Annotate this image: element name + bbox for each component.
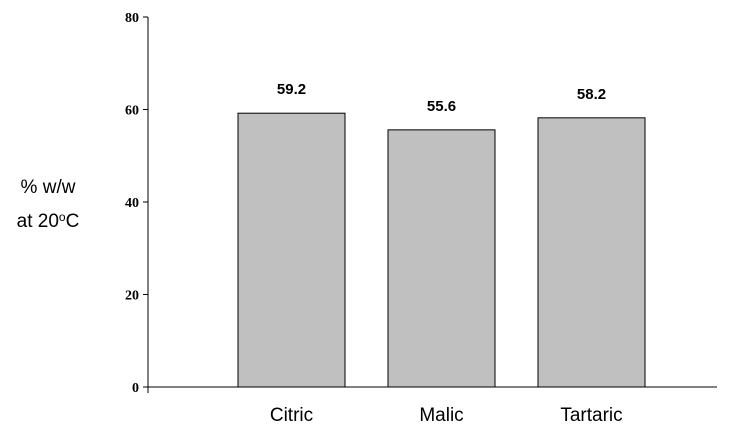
- y-tick-label: 0: [132, 381, 139, 396]
- data-label-citric: 59.2: [277, 81, 306, 98]
- y-axis-label-prefix: at 20: [16, 211, 59, 232]
- x-tick-label-citric: Citric: [270, 405, 313, 426]
- y-tick-label: 80: [125, 11, 139, 26]
- y-axis-label-line2: at 20oC: [0, 210, 96, 233]
- y-tick-label: 40: [125, 196, 139, 211]
- x-tick-label-malic: Malic: [419, 405, 463, 426]
- data-labels: 59.2 55.6 58.2: [277, 81, 606, 115]
- bars: [237, 112, 646, 388]
- y-axis-label-unit: C: [65, 211, 80, 232]
- data-label-tartaric: 58.2: [577, 86, 606, 103]
- y-tick-label: 20: [125, 289, 139, 304]
- bar-tartaric: [537, 117, 646, 388]
- y-tick-label: 60: [125, 104, 139, 119]
- x-tick-label-tartaric: Tartaric: [560, 405, 622, 426]
- x-axis-categories: Citric Malic Tartaric: [270, 405, 623, 426]
- y-axis-label-line1: % w/w: [20, 177, 76, 198]
- data-label-malic: 55.6: [427, 98, 456, 115]
- bar-citric: [237, 112, 346, 388]
- y-axis-ticks: 0 20 40 60 80: [125, 11, 148, 396]
- bar-malic: [387, 129, 496, 388]
- y-axis-label-degree: o: [58, 210, 66, 224]
